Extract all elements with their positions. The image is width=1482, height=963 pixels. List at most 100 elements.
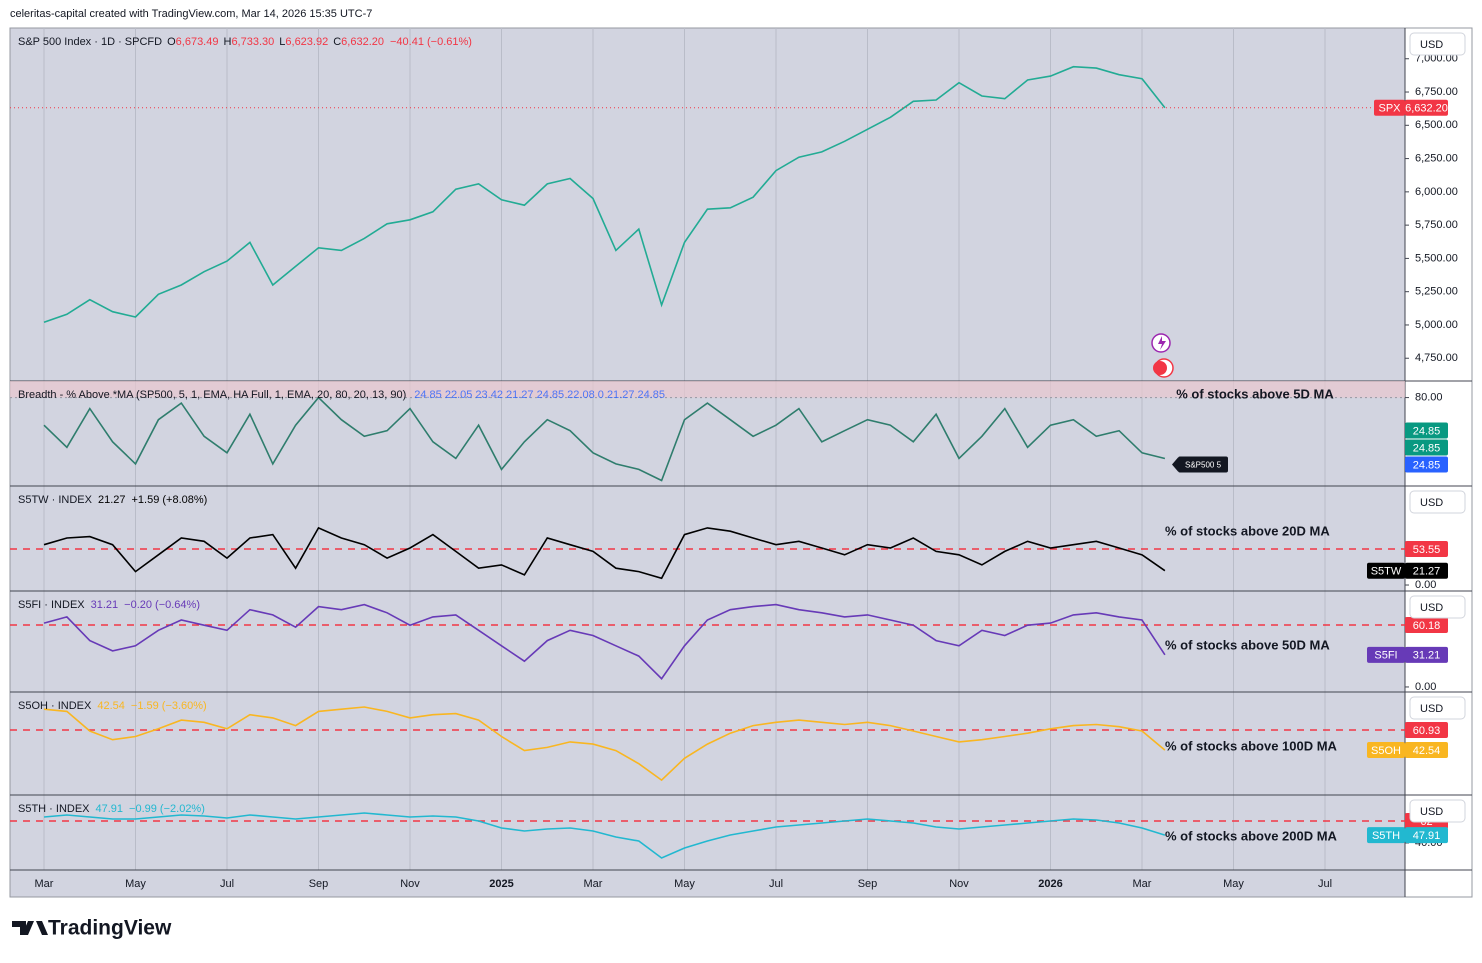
name-tag: S5FI: [1374, 650, 1397, 662]
legend: S5TW · INDEX 21.27 +1.59 (+8.08%): [18, 494, 207, 506]
y-tick-label: 0.00: [1415, 681, 1436, 693]
logo: TradingView: [12, 917, 172, 940]
x-tick-label: Sep: [858, 878, 878, 890]
value-tag-box: [1405, 827, 1448, 844]
series-line: [43, 65, 1166, 324]
x-tick-label: Sep: [309, 878, 329, 890]
legend-change: −0.20 (−0.64%): [124, 599, 200, 611]
y-tick-label: 5,750.00: [1415, 219, 1458, 231]
series-line: [43, 603, 1166, 680]
legend-value: 6,673.49: [176, 36, 219, 48]
legend-key: O: [167, 36, 176, 48]
value-tag: 31.21: [1413, 650, 1441, 662]
y-tick-label: 6,500.00: [1415, 119, 1458, 131]
annotation: % of stocks above 100D MA: [1165, 738, 1338, 753]
legend-value: 6,733.30: [231, 36, 274, 48]
level-tag-box: [1405, 541, 1448, 558]
legend: S5FI · INDEX 31.21 −0.20 (−0.64%): [18, 599, 200, 611]
series-group: [43, 526, 1166, 580]
name-tag-box: [1367, 646, 1405, 663]
annotation: % of stocks above 5D MA: [1176, 386, 1334, 401]
value-tag-box: [1405, 439, 1448, 456]
y-tick-label: 80.00: [1415, 391, 1443, 403]
series-line: [43, 526, 1166, 580]
chart-layer: Mar May Jul Sep Nov 2025 Mar May Jul Sep Nov 2026 Ma…: [10, 28, 1472, 890]
level-tag-box: [1405, 722, 1448, 739]
x-tick-label: Mar: [1133, 878, 1152, 890]
y-tick-label: 5,000.00: [1415, 319, 1458, 331]
annotation: % of stocks above 50D MA: [1165, 637, 1330, 652]
credit: celeritas-capital created with TradingVi…: [10, 8, 372, 20]
currency-button[interactable]: [1409, 490, 1466, 514]
currency-button[interactable]: [1409, 799, 1466, 823]
series-line: [43, 812, 1166, 859]
name-tag-box: [1367, 827, 1405, 844]
y-tick-label: 5,500.00: [1415, 252, 1458, 264]
name-tag: S5OH: [1371, 745, 1401, 757]
legend-title: S5TW · INDEX: [18, 494, 93, 506]
value-tag-box: [1405, 646, 1448, 663]
currency-button[interactable]: [1409, 696, 1466, 720]
overbought-zone: [10, 381, 1405, 398]
value-tag-box: [1405, 99, 1448, 116]
value-tag: 24.85: [1413, 442, 1441, 454]
value-tag-box: [1405, 562, 1448, 579]
legend: S&P 500 Index · 1D · SPCFD O6,673.49 H6,73…: [18, 36, 472, 48]
currency-label[interactable]: USD: [1420, 39, 1443, 51]
legend-value: 6,623.92: [285, 36, 328, 48]
legend: Breadth - % Above *MA (SP500, 5, 1, EMA,…: [18, 389, 665, 401]
legend-change: −40.41 (−0.61%): [390, 36, 472, 48]
series-group: [43, 706, 1166, 782]
series-group: [43, 812, 1166, 859]
legend-key: C: [333, 36, 341, 48]
name-tag-box: [1374, 99, 1405, 116]
series-group: [43, 603, 1166, 680]
value-tag-box: [1405, 422, 1448, 439]
legend-title: S&P 500 Index · 1D · SPCFD: [18, 36, 162, 48]
frame: [9, 27, 1473, 898]
value-tag-box: [1405, 742, 1448, 759]
x-tick-label: May: [1223, 878, 1244, 890]
y-tick-label: 4,750.00: [1415, 352, 1458, 364]
value-tag: 42.54: [1413, 745, 1441, 757]
value-tag: 21.27: [1413, 566, 1441, 578]
legend-values: 24.85 22.05 23.42 21.27 24.85 22.08 0 21…: [414, 389, 665, 401]
series-group: [43, 65, 1166, 324]
name-tag-box: [1367, 562, 1405, 579]
currency-label[interactable]: USD: [1420, 703, 1443, 715]
legend-key: H: [223, 36, 231, 48]
legend-value: 21.27: [98, 494, 126, 506]
legend: S5TH · INDEX 47.91 −0.99 (−2.02%): [18, 803, 205, 815]
name-tag-pointer: [1172, 457, 1178, 472]
x-tick-label: May: [674, 878, 695, 890]
name-tag: S5TW: [1371, 566, 1402, 578]
currency-button[interactable]: [1409, 595, 1466, 619]
name-tag: S5TH: [1372, 830, 1400, 842]
event-icon-glyph: [1158, 336, 1166, 350]
y-tick-label: 0.00: [1415, 579, 1436, 591]
legend-title: S5FI · INDEX: [18, 599, 85, 611]
currency-label[interactable]: USD: [1420, 602, 1443, 614]
currency-label[interactable]: USD: [1420, 497, 1443, 509]
x-tick-label: Nov: [949, 878, 969, 890]
level-tag: 60.93: [1413, 725, 1441, 737]
name-tag-box: [1178, 456, 1228, 473]
logo-text: TradingView: [48, 917, 172, 940]
annotation: % of stocks above 20D MA: [1165, 523, 1330, 538]
x-tick-label: Jul: [1318, 878, 1332, 890]
name-tag-box: [1367, 742, 1405, 759]
y-tick-label: 5,250.00: [1415, 286, 1458, 298]
logo-mark: [12, 921, 48, 935]
name-tag: SPX: [1378, 103, 1401, 115]
legend-value: 6,632.20: [341, 36, 384, 48]
currency-label[interactable]: USD: [1420, 806, 1443, 818]
event-icon-glyph: [1153, 361, 1167, 375]
level-tag: 53.55: [1413, 544, 1441, 556]
y-tick-label: 7,000.00: [1415, 53, 1458, 65]
name-tag: S&P500 5: [1185, 461, 1222, 470]
currency-button[interactable]: [1409, 32, 1466, 56]
legend-key: L: [279, 36, 285, 48]
legend-change: −1.59 (−3.60%): [131, 700, 207, 712]
value-tag-box: [1405, 456, 1448, 473]
